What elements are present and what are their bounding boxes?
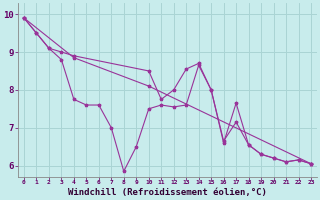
X-axis label: Windchill (Refroidissement éolien,°C): Windchill (Refroidissement éolien,°C) — [68, 188, 267, 197]
